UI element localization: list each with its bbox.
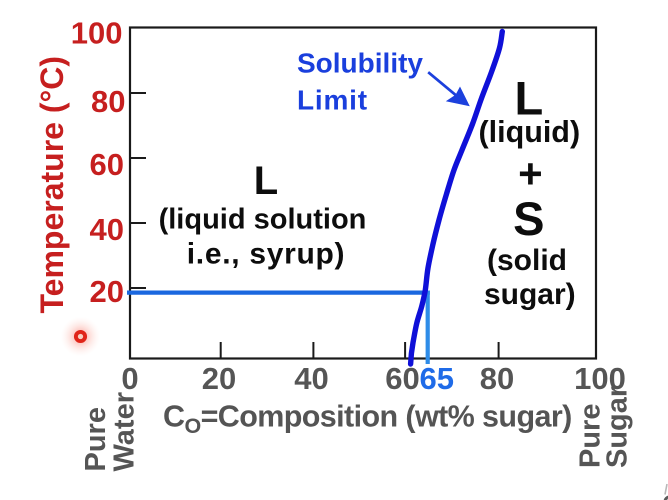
svg-text:Pure: Pure <box>80 407 112 471</box>
svg-text:80: 80 <box>480 361 514 396</box>
svg-text:Water: Water <box>109 392 141 472</box>
svg-text:L: L <box>514 71 543 124</box>
svg-text:Pure: Pure <box>575 404 607 468</box>
svg-text:60: 60 <box>385 361 419 396</box>
svg-text:(solid: (solid <box>487 244 567 277</box>
svg-text:(liquid solution: (liquid solution <box>159 204 367 236</box>
svg-text:60: 60 <box>90 147 124 182</box>
svg-text:(liquid): (liquid) <box>478 115 580 149</box>
svg-text:L: L <box>254 159 278 203</box>
svg-text:S: S <box>513 192 544 245</box>
svg-text:100: 100 <box>71 16 123 51</box>
svg-text:i.e., syrup): i.e., syrup) <box>187 238 345 271</box>
svg-text:sugar): sugar) <box>484 278 576 311</box>
svg-text:20: 20 <box>202 361 236 396</box>
svg-text:Sugar: Sugar <box>602 386 634 468</box>
svg-text:80: 80 <box>91 84 125 119</box>
svg-text:CO=Composition (wt% sugar): CO=Composition (wt% sugar) <box>163 400 572 439</box>
svg-text:65: 65 <box>419 361 453 396</box>
svg-text:Solubility: Solubility <box>297 48 423 79</box>
svg-text:Temperature (°C): Temperature (°C) <box>34 56 70 314</box>
svg-text:+: + <box>518 150 543 197</box>
svg-text:20: 20 <box>90 274 124 309</box>
svg-text:Limit: Limit <box>297 85 368 116</box>
svg-text:0: 0 <box>121 361 138 396</box>
svg-text:100: 100 <box>574 361 626 396</box>
svg-text:40: 40 <box>294 361 328 396</box>
svg-text:40: 40 <box>90 212 124 247</box>
